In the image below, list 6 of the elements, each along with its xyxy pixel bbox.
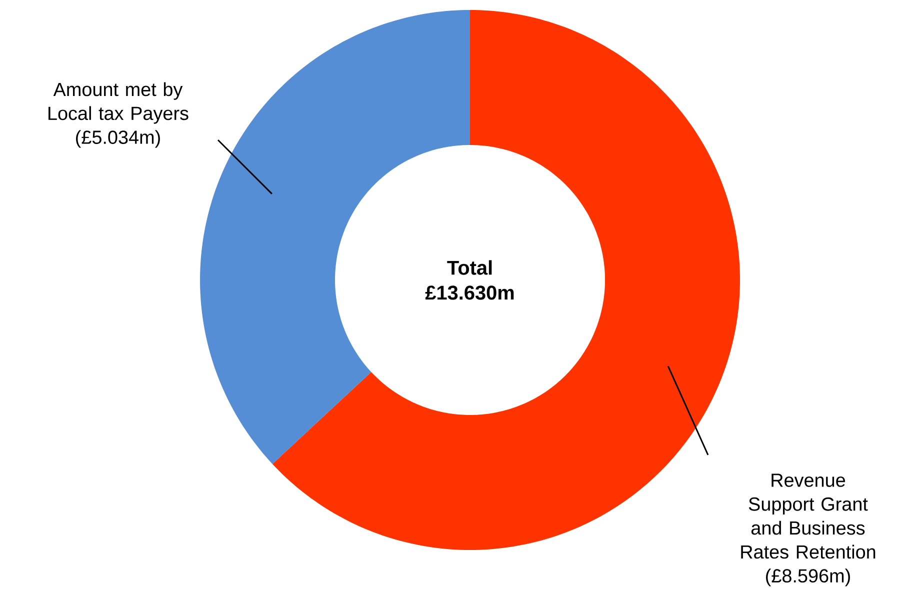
data-label: (£5.034m) [76, 130, 160, 148]
text: Total [447, 260, 492, 275]
text: £13.630m [425, 286, 514, 300]
slice-label: Amount met by Local tax Payers [48, 82, 188, 124]
slice-label: Revenue Support Grant and Business Rates Retention [741, 474, 876, 559]
data-label: (£8.596m) [766, 568, 850, 586]
